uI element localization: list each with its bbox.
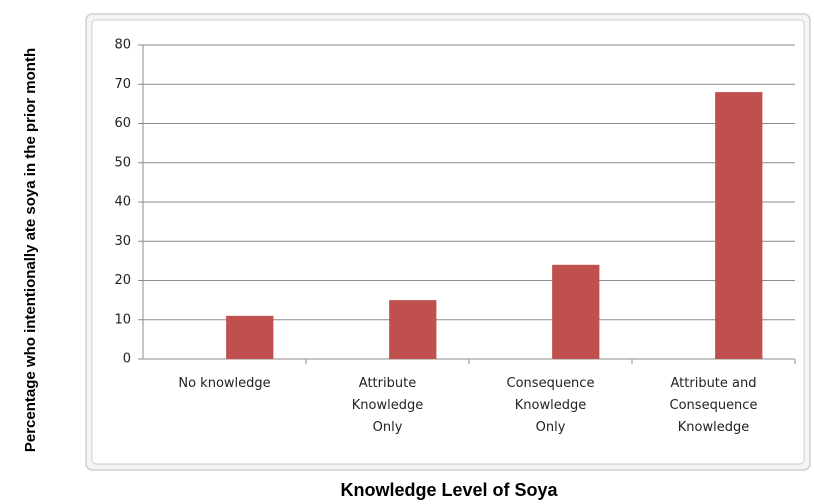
y-tick-label: 80 [114,38,131,53]
y-tick-label: 10 [114,312,131,327]
x-tick-label: No knowledge [178,376,271,391]
bar [389,300,437,359]
y-axis-label: Percentage who intentionally ate soya in… [22,47,39,453]
x-tick-label: Attribute Knowledge Only [351,376,424,435]
y-tick-label: 70 [114,77,131,92]
y-tick-label: 20 [114,273,131,288]
x-tick-label: Consequence Knowledge Only [506,376,595,435]
y-tick-label: 40 [114,195,131,210]
y-tick-label: 0 [123,352,131,367]
bar [226,315,274,359]
x-tick-label: Attribute and Consequence Knowledge [669,376,758,435]
bar [715,92,763,359]
y-tick-label: 50 [114,155,131,170]
y-tick-label: 60 [114,116,131,131]
y-tick-label: 30 [114,234,131,249]
x-axis-label: Knowledge Level of Soya [340,480,558,500]
bar [552,264,600,359]
